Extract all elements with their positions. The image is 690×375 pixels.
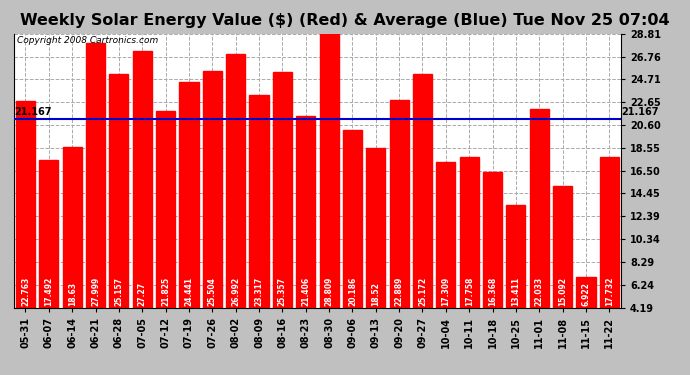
Text: Copyright 2008 Cartronics.com: Copyright 2008 Cartronics.com	[17, 36, 158, 45]
Text: 17.492: 17.492	[44, 277, 53, 306]
Text: 21.167: 21.167	[621, 107, 658, 117]
Text: 17.309: 17.309	[442, 277, 451, 306]
Text: 17.732: 17.732	[605, 277, 614, 306]
Text: 17.758: 17.758	[464, 277, 474, 306]
Text: 16.368: 16.368	[488, 277, 497, 306]
Text: 13.411: 13.411	[511, 277, 520, 306]
Bar	[483, 172, 502, 308]
Bar	[553, 186, 572, 308]
Text: 22.033: 22.033	[535, 277, 544, 306]
Text: 20.186: 20.186	[348, 277, 357, 306]
Bar	[319, 34, 339, 308]
Text: 22.763: 22.763	[21, 277, 30, 306]
Bar	[296, 116, 315, 308]
Text: 21.167: 21.167	[14, 107, 51, 117]
Bar	[576, 277, 595, 308]
Text: 23.317: 23.317	[255, 277, 264, 306]
Bar	[460, 157, 479, 308]
Bar	[273, 72, 292, 308]
Bar	[436, 162, 455, 308]
Bar	[366, 148, 385, 308]
Text: 18.52: 18.52	[371, 282, 380, 306]
Text: 22.889: 22.889	[395, 277, 404, 306]
Bar	[63, 147, 81, 308]
Text: 18.63: 18.63	[68, 282, 77, 306]
Text: 25.172: 25.172	[418, 277, 427, 306]
Bar	[250, 95, 268, 308]
Bar	[530, 109, 549, 307]
Bar	[226, 54, 245, 307]
Text: 25.157: 25.157	[115, 278, 124, 306]
Bar	[16, 101, 35, 308]
Text: 25.357: 25.357	[278, 278, 287, 306]
Text: 26.992: 26.992	[231, 277, 240, 306]
Text: 24.441: 24.441	[184, 277, 193, 306]
Bar	[390, 100, 408, 308]
Bar	[343, 130, 362, 308]
Text: 6.922: 6.922	[582, 282, 591, 306]
Text: 28.809: 28.809	[324, 277, 333, 306]
Bar	[413, 74, 432, 307]
Text: 27.999: 27.999	[91, 277, 100, 306]
Bar	[86, 43, 105, 308]
Bar	[600, 157, 619, 308]
Bar	[132, 51, 152, 308]
Bar	[506, 205, 526, 308]
Bar	[39, 160, 59, 308]
Bar	[203, 70, 222, 308]
Text: 15.092: 15.092	[558, 278, 567, 306]
Text: 21.825: 21.825	[161, 277, 170, 306]
Text: Weekly Solar Energy Value ($) (Red) & Average (Blue) Tue Nov 25 07:04: Weekly Solar Energy Value ($) (Red) & Av…	[20, 13, 670, 28]
Bar	[179, 82, 199, 308]
Bar	[109, 74, 128, 307]
Text: 21.406: 21.406	[302, 277, 310, 306]
Text: 27.27: 27.27	[138, 282, 147, 306]
Bar	[156, 111, 175, 308]
Text: 25.504: 25.504	[208, 278, 217, 306]
